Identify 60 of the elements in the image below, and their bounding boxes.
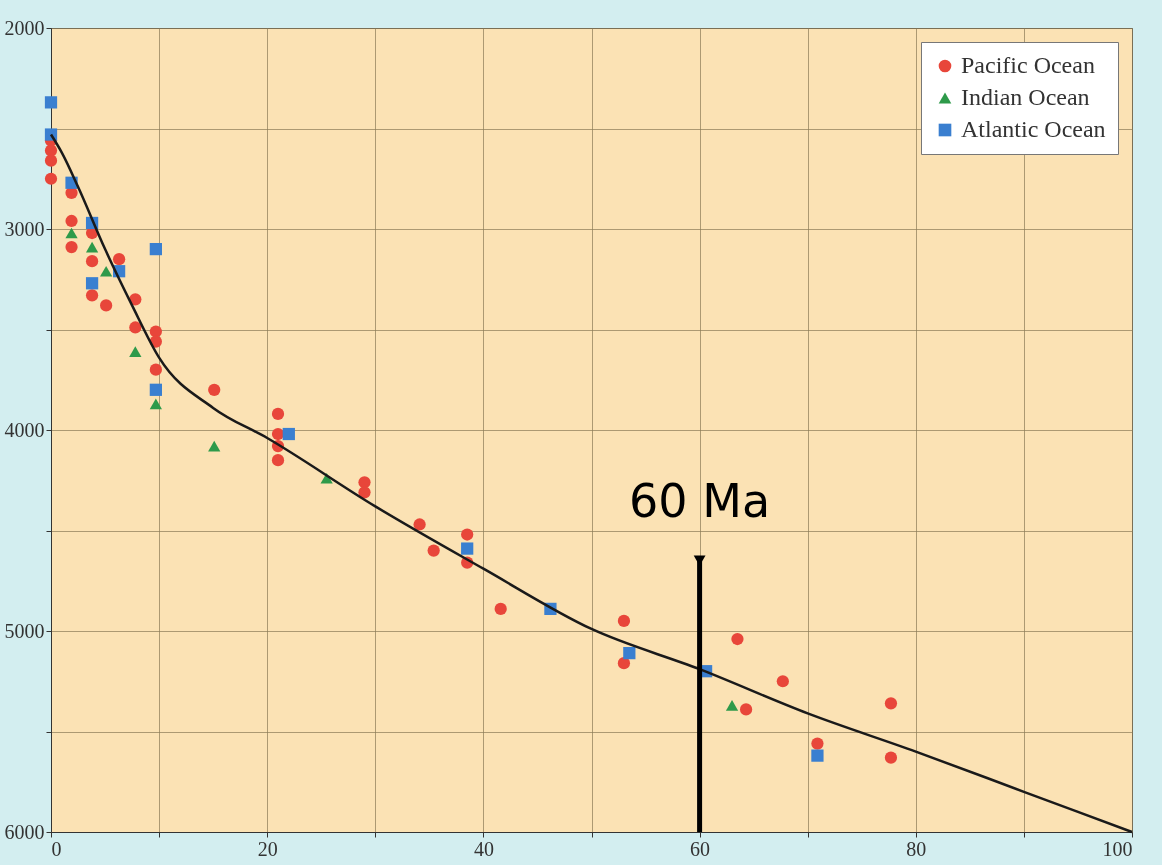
point	[271, 454, 285, 467]
point	[65, 227, 78, 239]
point	[811, 737, 824, 750]
point	[85, 241, 99, 253]
point	[282, 427, 295, 441]
point	[85, 255, 99, 268]
point	[44, 154, 58, 167]
point	[85, 277, 99, 290]
point	[149, 325, 162, 338]
point	[129, 346, 142, 357]
x-tick-label: 60	[690, 837, 711, 860]
y-tick-label: 2000	[4, 16, 45, 39]
point	[100, 265, 113, 277]
point	[413, 518, 426, 531]
point	[129, 321, 142, 334]
point	[208, 440, 221, 452]
x-tick-label: 0	[51, 837, 62, 860]
y-tick-label: 6000	[4, 820, 45, 843]
point	[149, 383, 162, 396]
legend-label: Pacific Ocean	[961, 52, 1095, 78]
point	[776, 675, 789, 688]
point	[358, 486, 371, 499]
point	[112, 253, 126, 266]
point	[149, 398, 162, 410]
point	[884, 751, 898, 764]
point	[811, 749, 824, 762]
point	[100, 299, 113, 312]
point	[461, 528, 474, 541]
point	[44, 144, 58, 157]
point	[65, 240, 78, 254]
point	[208, 383, 221, 396]
y-tick-label: 3000	[4, 217, 45, 240]
x-tick-label: 40	[473, 837, 494, 860]
point	[271, 407, 285, 421]
point	[65, 214, 78, 228]
point	[358, 476, 371, 489]
legend-label: Atlantic Ocean	[961, 116, 1106, 142]
point	[623, 646, 636, 660]
point	[739, 703, 753, 716]
point	[44, 172, 58, 185]
point	[731, 632, 744, 646]
x-tick-label: 100	[1102, 837, 1133, 860]
x-tick-label: 20	[257, 837, 278, 860]
point	[725, 700, 739, 711]
point	[149, 363, 162, 376]
point	[617, 614, 631, 628]
point	[617, 657, 631, 670]
point	[44, 96, 58, 109]
x-tick-label: 80	[906, 837, 927, 860]
point	[427, 544, 440, 557]
point	[884, 697, 898, 710]
legend-label: Indian Ocean	[961, 84, 1090, 110]
y-tick-label: 5000	[4, 619, 45, 642]
point	[494, 602, 507, 615]
y-tick-label: 4000	[4, 418, 45, 441]
annotation: 60 Ma	[629, 473, 771, 528]
point	[461, 542, 474, 555]
point	[85, 289, 99, 302]
point	[149, 242, 162, 256]
point	[271, 427, 285, 441]
